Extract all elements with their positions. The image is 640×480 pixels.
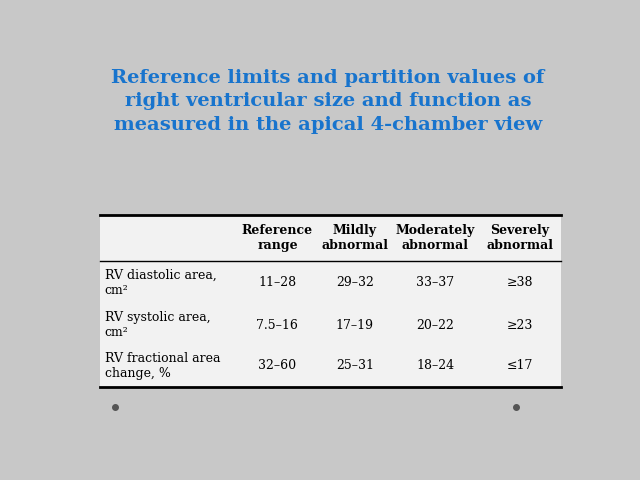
Text: RV diastolic area,
cm²: RV diastolic area, cm² (105, 269, 216, 297)
Text: Reference
range: Reference range (242, 224, 313, 252)
Text: 29–32: 29–32 (336, 276, 374, 289)
Text: Reference limits and partition values of
right ventricular size and function as
: Reference limits and partition values of… (111, 69, 545, 134)
Text: Severely
abnormal: Severely abnormal (486, 224, 553, 252)
Text: ≥38: ≥38 (506, 276, 533, 289)
Text: 7.5–16: 7.5–16 (257, 319, 298, 332)
Text: 20–22: 20–22 (417, 319, 454, 332)
Text: ≥23: ≥23 (506, 319, 532, 332)
Text: Mildly
abnormal: Mildly abnormal (321, 224, 388, 252)
Text: Moderately
abnormal: Moderately abnormal (396, 224, 475, 252)
Text: 18–24: 18–24 (417, 360, 454, 372)
FancyBboxPatch shape (100, 215, 561, 386)
Text: 11–28: 11–28 (259, 276, 296, 289)
Text: 25–31: 25–31 (336, 360, 374, 372)
Text: 32–60: 32–60 (259, 360, 296, 372)
Text: 33–37: 33–37 (417, 276, 454, 289)
Text: RV fractional area
change, %: RV fractional area change, % (105, 352, 220, 380)
Text: RV systolic area,
cm²: RV systolic area, cm² (105, 311, 211, 339)
Text: ≤17: ≤17 (506, 360, 532, 372)
Text: 17–19: 17–19 (336, 319, 374, 332)
